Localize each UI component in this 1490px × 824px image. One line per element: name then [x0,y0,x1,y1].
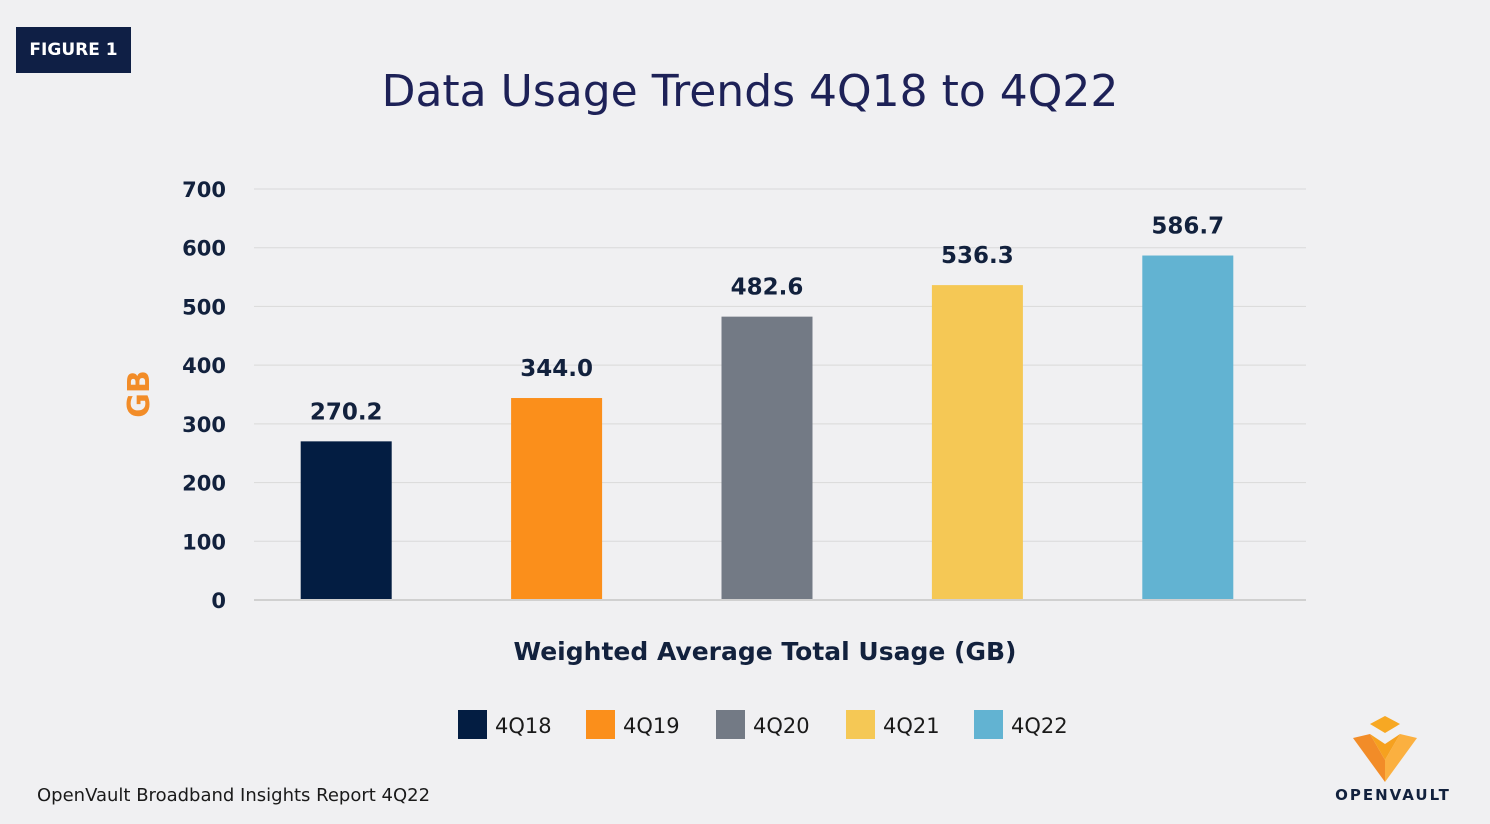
logo-wordmark: OPENVAULT [1335,786,1451,804]
value-label-4Q21: 536.3 [941,243,1014,269]
y-tick-label: 200 [182,472,226,496]
legend-swatch-4Q19 [586,710,615,739]
value-label-4Q20: 482.6 [731,275,804,301]
value-labels: 270.2 344.0 482.6 536.3 586.7 [310,214,1224,426]
legend-label-4Q21: 4Q21 [883,714,940,738]
legend-swatch-4Q18 [458,710,487,739]
bar-4Q18 [300,441,392,600]
x-axis-label: Weighted Average Total Usage (GB) [514,637,1017,666]
legend-swatch-4Q22 [974,710,1003,739]
y-tick-label: 100 [182,530,226,554]
bar-4Q19 [511,398,603,600]
source-note: OpenVault Broadband Insights Report 4Q22 [37,785,431,806]
figure-label: FIGURE 1 [16,27,131,73]
value-label-4Q22: 586.7 [1151,214,1224,240]
legend-label-4Q19: 4Q19 [623,714,680,738]
y-axis-label: GB [122,370,157,418]
value-label-4Q19: 344.0 [520,356,593,382]
bar-4Q21 [931,285,1023,600]
y-tick-label: 0 [211,589,226,613]
bar-4Q22 [1142,255,1234,600]
legend: 4Q18 4Q19 4Q20 4Q21 4Q22 [458,710,1068,739]
legend-label-4Q22: 4Q22 [1011,714,1068,738]
bar-4Q20 [721,316,813,600]
y-axis-ticks: 0 100 200 300 400 500 600 700 [182,178,226,613]
y-tick-label: 600 [182,237,226,261]
chart-title: Data Usage Trends 4Q18 to 4Q22 [381,66,1119,117]
y-tick-label: 400 [182,354,226,378]
legend-label-4Q20: 4Q20 [753,714,810,738]
openvault-logo: OPENVAULT [1318,716,1468,816]
legend-swatch-4Q20 [716,710,745,739]
y-tick-label: 700 [182,178,226,202]
legend-swatch-4Q21 [846,710,875,739]
y-tick-label: 500 [182,295,226,319]
openvault-logo-mark-icon [1353,716,1417,782]
value-label-4Q18: 270.2 [310,399,383,425]
y-tick-label: 300 [182,413,226,437]
legend-label-4Q18: 4Q18 [495,714,552,738]
bars [300,255,1234,600]
